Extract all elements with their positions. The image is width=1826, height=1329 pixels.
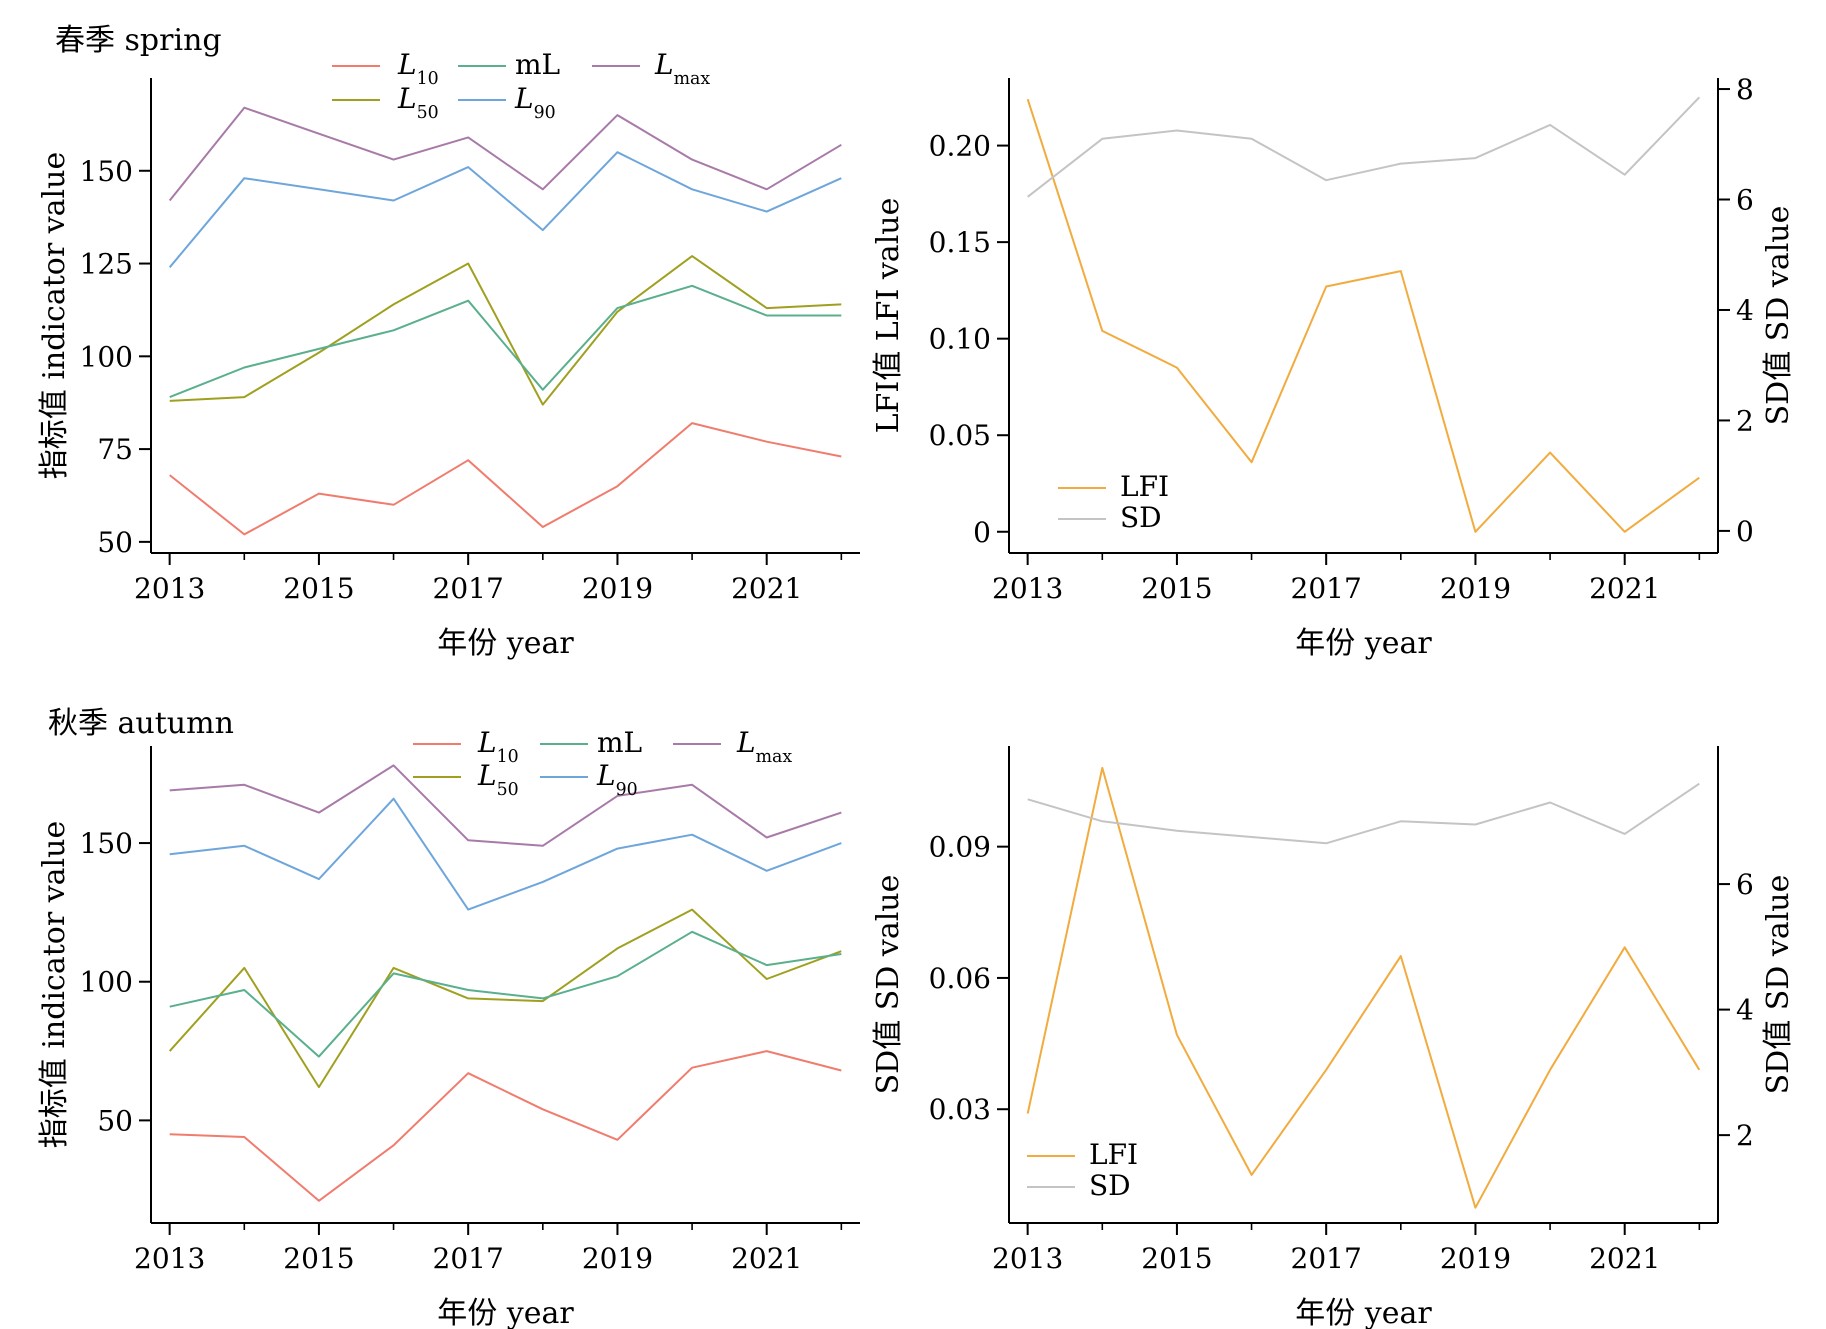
y-axis-title: SD值 SD value [871,875,906,1095]
x-tick-label: 2013 [992,572,1063,605]
x-tick-label: 2021 [1589,572,1660,605]
legend-label: SD [1120,501,1162,534]
panel-label: 秋季 autumn [48,706,234,741]
y-tick-label: 0.05 [929,419,991,452]
series-line-lmax [169,764,842,847]
series-line-lfi [1026,98,1700,533]
y-axis-title: 指标值 indicator value [37,152,72,479]
y-right-tick-label: 4 [1736,294,1754,327]
y-tick-label: 50 [97,526,133,559]
y-tick-label: 75 [97,433,133,466]
x-tick-label: 2019 [1440,1242,1511,1275]
x-tick-label: 2017 [1291,1242,1362,1275]
y-axis-title: 指标值 indicator value [37,821,72,1148]
legend-label: SD [1089,1169,1131,1202]
x-tick-label: 2015 [283,572,354,605]
y-right-tick-label: 6 [1736,868,1754,901]
series-line-lmax [168,106,842,202]
y-tick-label: 100 [80,966,133,999]
panel-label: 春季 spring [55,23,222,58]
y-tick-label: 150 [80,827,133,860]
series-line-l50 [169,255,842,406]
legend-label: Lmax [736,726,792,767]
x-tick-label: 2019 [1440,572,1511,605]
x-axis-title: 年份 year [1295,626,1432,661]
x-tick-label: 2015 [283,1242,354,1275]
x-axis-title: 年份 year [437,626,574,661]
y-tick-label: 0.03 [929,1093,991,1126]
x-tick-label: 2019 [582,572,653,605]
y-right-tick-label: 8 [1736,73,1754,106]
y-tick-label: 125 [80,248,133,281]
y-right-tick-label: 4 [1736,994,1754,1027]
y-tick-label: 0.06 [929,962,991,995]
legend-label: Lmax [654,48,710,89]
y-axis-right-title: SD值 SD value [1761,206,1796,426]
series-line-sd [1027,96,1701,198]
series-line-l90 [169,797,842,911]
y-right-tick-label: 6 [1736,184,1754,217]
legend-label: L10 [397,48,439,89]
series-line-l50 [168,908,842,1089]
x-tick-label: 2017 [1291,572,1362,605]
x-tick-label: 2021 [731,1242,802,1275]
x-tick-label: 2021 [1589,1242,1660,1275]
y-tick-label: 0.15 [929,226,991,259]
y-axis-right-title: SD值 SD value [1761,875,1796,1095]
x-tick-label: 2013 [134,572,205,605]
series-line-l90 [168,151,842,268]
series-line-ml [169,284,842,399]
x-axis-title: 年份 year [1295,1296,1432,1329]
x-tick-label: 2013 [134,1242,205,1275]
legend-label: LFI [1120,470,1169,503]
y-tick-label: 50 [97,1104,133,1137]
legend-label: L50 [477,759,519,800]
y-right-tick-label: 0 [1736,515,1754,548]
legend-label: mL [597,726,642,759]
chart-autumn-lfi-sd: 2013 2015 2017 2019 2021 0.03 0.06 0.09 2 4 6 年份 ye… [871,746,1796,1329]
chart-spring-lfi-sd: 2013 2015 2017 2019 2021 0 0.05 0.10 0.15 0.20 0 2 4… [871,73,1796,661]
legend-label: L50 [397,82,439,123]
x-tick-label: 2019 [582,1242,653,1275]
series-line-lfi [1026,766,1701,1209]
y-tick-label: 0.20 [929,130,991,163]
y-tick-label: 0.09 [929,831,991,864]
x-tick-label: 2013 [992,1242,1063,1275]
legend-label: L90 [596,759,638,800]
chart-autumn-indicators: 2013 2015 2017 2019 2021 50 100 150 年份 year 指标值 i… [37,706,860,1329]
x-tick-label: 2017 [433,1242,504,1275]
chart-spring-indicators: 2013 2015 2017 2019 2021 50 75 100 125 150 年份 year… [37,23,860,661]
y-right-tick-label: 2 [1736,404,1754,437]
x-tick-label: 2021 [731,572,802,605]
series-line-sd [1027,782,1700,845]
x-axis-title: 年份 year [437,1296,574,1329]
y-tick-label: 150 [80,155,133,188]
y-axis-title: LFI值 LFI value [871,198,906,434]
x-tick-label: 2017 [433,572,504,605]
legend-label: LFI [1089,1138,1138,1171]
y-tick-label: 100 [80,340,133,373]
series-line-ml [169,930,842,1058]
series-line-l10 [169,1050,842,1202]
series-line-l10 [169,422,842,536]
x-tick-label: 2015 [1141,1242,1212,1275]
legend-label: L10 [477,726,519,767]
y-right-tick-label: 2 [1736,1119,1754,1152]
legend-label: L90 [514,82,556,123]
y-tick-label: 0.10 [929,323,991,356]
legend-label: mL [515,48,560,81]
y-tick-label: 0 [973,516,991,549]
x-tick-label: 2015 [1141,572,1212,605]
